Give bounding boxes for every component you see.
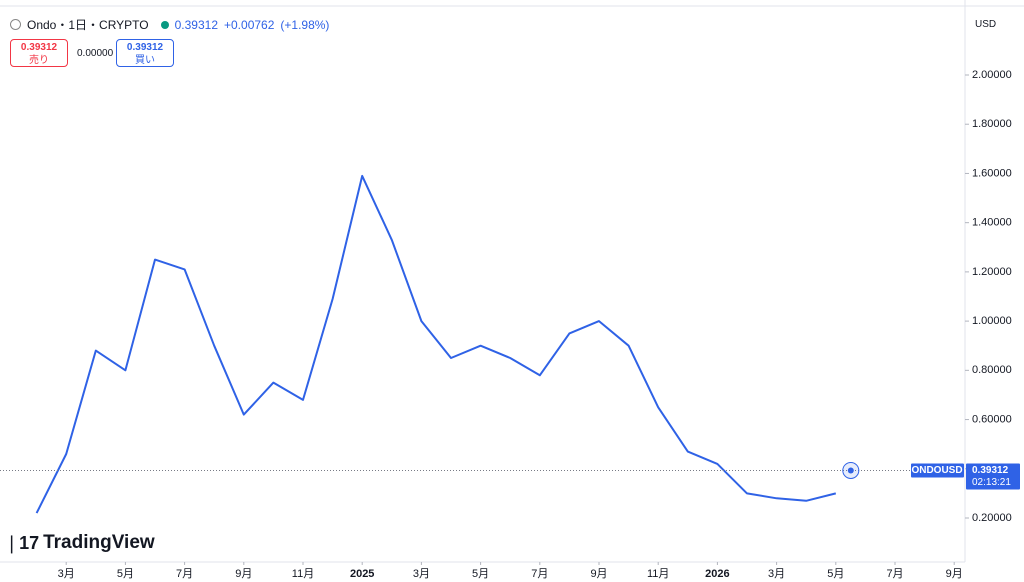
spread: 0.00000 (77, 48, 114, 59)
header-change: +0.00762 (224, 17, 275, 32)
last-price-dot (847, 467, 854, 474)
price-tag-text: 0.39312 (972, 465, 1009, 476)
y-tick-label: 2.00000 (972, 69, 1012, 81)
x-tick-label: 2025 (350, 568, 374, 580)
x-tick-label: 3月 (58, 568, 75, 580)
sell-label: 売り (29, 55, 49, 66)
buy-price: 0.39312 (126, 42, 164, 53)
x-tick-label: 5月 (827, 568, 844, 580)
brand-text: TradingView (43, 532, 155, 553)
status-dot (160, 20, 169, 29)
x-tick-label: 9月 (946, 568, 963, 580)
x-tick-label: 2026 (705, 568, 729, 580)
x-tick-label: 11月 (292, 568, 314, 580)
symbol-icon (10, 19, 21, 30)
sell-button[interactable]: 0.39312 売り (10, 39, 68, 67)
x-tick-label: 5月 (117, 568, 134, 580)
sell-price: 0.39312 (20, 42, 58, 53)
x-tick-label: 7月 (531, 568, 548, 580)
header-price: 0.39312 (174, 17, 218, 32)
y-tick-label: 1.80000 (972, 118, 1012, 130)
symbol-tag (911, 463, 964, 478)
x-tick-label: 7月 (886, 568, 903, 580)
countdown: 02:13:21 (972, 477, 1011, 488)
y-tick-label: 0.80000 (972, 364, 1012, 376)
y-tick-label: 0.20000 (972, 512, 1012, 524)
brand-mark: ❘17 (4, 532, 40, 553)
symbol-tag-text: ONDOUSD (911, 465, 962, 476)
price-line (35, 174, 837, 514)
symbol[interactable]: Ondo・1日・CRYPTO (27, 18, 149, 32)
y-tick-label: 1.20000 (972, 266, 1012, 278)
y-tick-label: 0.60000 (972, 413, 1012, 425)
y-tick-label: 1.40000 (972, 217, 1012, 229)
y-tick-label: 1.60000 (972, 167, 1012, 179)
header-change-pct: (+1.98%) (280, 17, 330, 32)
header: Ondo・1日・CRYPTO 0.39312 +0.00762 (+1.98%) (10, 16, 329, 33)
x-tick-label: 3月 (413, 568, 430, 580)
x-tick-label: 11月 (647, 568, 669, 580)
x-tick-label: 5月 (472, 568, 489, 580)
x-tick-label: 9月 (590, 568, 607, 580)
x-tick-label: 9月 (235, 568, 252, 580)
price-tag (966, 463, 1020, 490)
currency[interactable]: USD (975, 19, 997, 30)
x-tick-label: 3月 (768, 568, 785, 580)
brand-logo: ❘17 TradingView (4, 532, 155, 554)
buy-label: 買い (135, 55, 155, 66)
buy-button[interactable]: 0.39312 買い (116, 39, 174, 67)
y-tick-label: 1.00000 (972, 315, 1012, 327)
x-tick-label: 7月 (176, 568, 193, 580)
